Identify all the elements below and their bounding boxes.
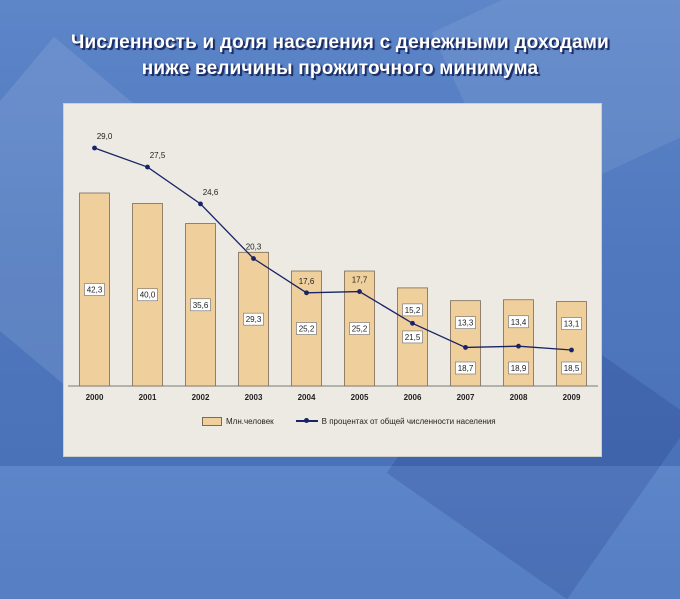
percent-label-2009: 13,1: [564, 320, 580, 329]
bar-value-label-2007: 18,7: [458, 364, 474, 373]
legend-item-line: В процентах от общей численности населен…: [295, 416, 496, 426]
line-point-2007: [463, 345, 468, 350]
bar-label-box-2000: [84, 283, 105, 296]
bar-label-box-2001: [137, 288, 158, 302]
percent-label-2004: 17,6: [299, 277, 315, 286]
percent-label-box-2009: [561, 317, 582, 330]
legend-item-bars: Млн.человек: [202, 416, 274, 426]
line-point-2004: [304, 290, 309, 296]
bar-label-box-2007: [455, 361, 476, 375]
percent-label-2008: 13,4: [511, 318, 527, 327]
x-tick-label-2007: 2007: [457, 393, 475, 402]
bar-value-label-2006: 21,5: [405, 333, 421, 342]
x-tick-label-2008: 2008: [510, 393, 528, 402]
bar-label-box-2006: [402, 330, 423, 344]
x-tick-label-2006: 2006: [404, 393, 422, 402]
percent-label-box-2007: [455, 316, 476, 329]
chart-title-line-2: ниже величины прожиточного минимума: [141, 58, 539, 79]
legend-swatch-bars: [202, 416, 222, 426]
percent-label-box-2008: [508, 315, 529, 329]
bar-value-label-2001: 40,0: [140, 291, 156, 300]
bar-value-label-2000: 42,3: [87, 286, 103, 295]
percent-label-2000: 29,0: [97, 132, 113, 141]
line-point-2002: [198, 201, 203, 207]
bar-value-label-2003: 29,3: [246, 315, 262, 324]
chart-legend: Млн.человек В процентах от общей численн…: [202, 414, 518, 428]
line-point-2006: [410, 320, 415, 326]
x-tick-label-2004: 2004: [298, 393, 316, 402]
chart-title: Численность и доля населения с денежными…: [0, 30, 680, 82]
line-point-2008: [516, 343, 521, 349]
bar-label-box-2008: [508, 361, 529, 375]
x-tick-label-2000: 2000: [86, 393, 104, 402]
legend-swatch-line: [295, 417, 318, 425]
chart-title-line-1: Численность и доля населения с денежными…: [70, 32, 610, 53]
percent-line: [94, 147, 572, 351]
chart-panel: 2000 2001 2002 2003 2004 2005 2006 2007 2008 2009…: [63, 103, 602, 457]
bar-label-box-2002: [190, 298, 211, 312]
bar-value-label-2002: 35,6: [193, 301, 209, 310]
bar-value-label-2008: 18,9: [511, 364, 527, 373]
line-point-2001: [145, 164, 150, 170]
legend-label-line: В процентах от общей численности населен…: [321, 416, 496, 426]
percent-label-2006: 15,2: [405, 306, 421, 315]
bar-label-box-2005: [349, 322, 370, 335]
bar-value-label-2005: 25,2: [352, 325, 368, 334]
percent-label-2005: 17,7: [352, 276, 368, 285]
x-tick-label-2003: 2003: [245, 393, 263, 402]
bar-label-box-2003: [243, 312, 264, 326]
bar-value-label-2004: 25,2: [299, 325, 315, 334]
percent-label-box-2006: [402, 303, 423, 317]
line-point-2000: [92, 145, 97, 151]
percent-label-2003: 20,3: [246, 243, 262, 252]
x-tick-label-2001: 2001: [139, 393, 157, 402]
percent-label-2007: 13,3: [458, 319, 474, 328]
x-tick-label-2009: 2009: [563, 393, 581, 402]
bar-label-box-2004: [296, 322, 317, 335]
bar-label-box-2009: [561, 361, 582, 375]
line-point-2003: [251, 256, 256, 261]
x-tick-label-2002: 2002: [192, 393, 210, 402]
chart-svg: 2000 2001 2002 2003 2004 2005 2006 2007 2008 2009…: [68, 132, 598, 402]
bar-value-label-2009: 18,5: [564, 364, 580, 373]
x-tick-label-2005: 2005: [351, 393, 369, 402]
legend-label-bars: Млн.человек: [226, 416, 274, 426]
line-point-2009: [569, 347, 574, 353]
percent-label-2001: 27,5: [150, 151, 166, 160]
line-point-2005: [357, 289, 362, 294]
percent-label-2002: 24,6: [203, 188, 219, 197]
